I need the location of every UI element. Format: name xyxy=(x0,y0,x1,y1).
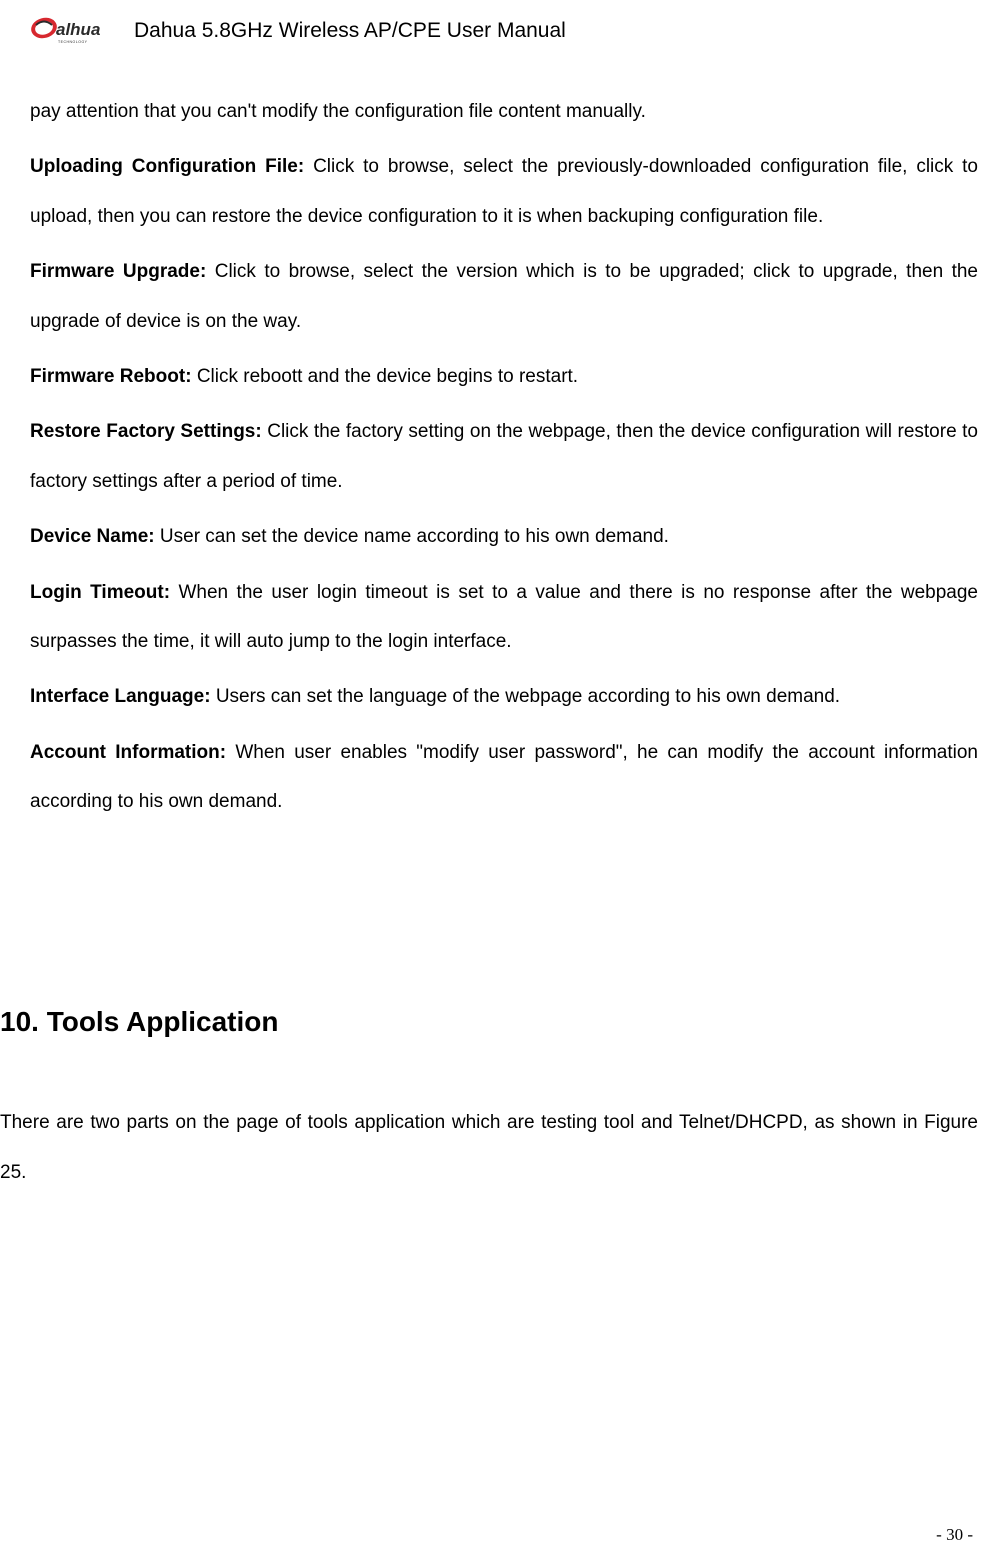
paragraph-device-name: Device Name: User can set the device nam… xyxy=(30,512,978,561)
label-interface-language: Interface Language: xyxy=(30,686,216,707)
label-firmware-reboot: Firmware Reboot: xyxy=(30,366,197,387)
label-restore-factory: Restore Factory Settings: xyxy=(30,421,267,442)
alhua-logo-icon: alhua TECHNOLOGY xyxy=(30,15,116,47)
paragraph-interface-language: Interface Language: Users can set the la… xyxy=(30,672,978,721)
paragraph-firmware-reboot: Firmware Reboot: Click reboott and the d… xyxy=(30,352,978,401)
paragraph-restore-factory: Restore Factory Settings: Click the fact… xyxy=(30,407,978,506)
paragraph-login-timeout: Login Timeout: When the user login timeo… xyxy=(30,568,978,667)
paragraph-firmware-upgrade: Firmware Upgrade: Click to browse, selec… xyxy=(30,247,978,346)
text-device-name: User can set the device name according t… xyxy=(160,526,669,547)
svg-text:alhua: alhua xyxy=(56,20,100,39)
page-header: alhua TECHNOLOGY Dahua 5.8GHz Wireless A… xyxy=(0,0,1008,67)
label-device-name: Device Name: xyxy=(30,526,160,547)
label-login-timeout: Login Timeout: xyxy=(30,582,178,603)
paragraph-uploading: Uploading Configuration File: Click to b… xyxy=(30,142,978,241)
document-title: Dahua 5.8GHz Wireless AP/CPE User Manual xyxy=(134,19,566,43)
paragraph-intro: pay attention that you can't modify the … xyxy=(30,87,978,136)
page-number: - 30 - xyxy=(936,1525,973,1545)
svg-text:TECHNOLOGY: TECHNOLOGY xyxy=(58,40,88,44)
label-uploading: Uploading Configuration File: xyxy=(30,156,313,177)
section-heading-tools: 10. Tools Application xyxy=(0,1006,978,1038)
label-firmware-upgrade: Firmware Upgrade: xyxy=(30,261,215,282)
page-content: pay attention that you can't modify the … xyxy=(0,67,1008,1197)
label-account-info: Account Information: xyxy=(30,742,235,763)
text-interface-language: Users can set the language of the webpag… xyxy=(216,686,840,707)
paragraph-account-info: Account Information: When user enables "… xyxy=(30,728,978,827)
text-firmware-reboot: Click reboott and the device begins to r… xyxy=(197,366,578,387)
section-intro-text: There are two parts on the page of tools… xyxy=(0,1098,978,1197)
